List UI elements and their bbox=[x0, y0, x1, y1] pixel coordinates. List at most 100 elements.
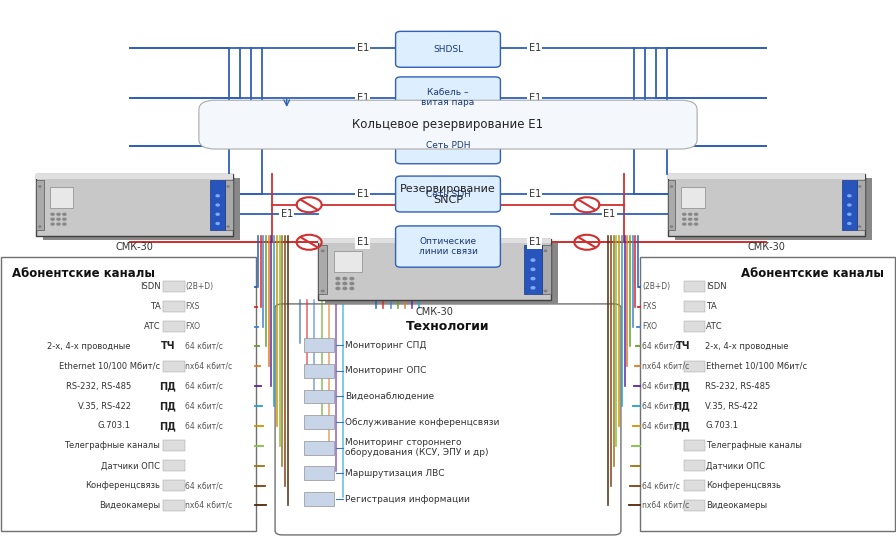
Text: ПД: ПД bbox=[159, 421, 176, 431]
Circle shape bbox=[216, 213, 220, 215]
Text: Видеокамеры: Видеокамеры bbox=[706, 501, 767, 510]
FancyBboxPatch shape bbox=[396, 77, 500, 118]
Circle shape bbox=[216, 195, 220, 197]
FancyBboxPatch shape bbox=[304, 466, 334, 480]
FancyBboxPatch shape bbox=[318, 239, 551, 300]
FancyBboxPatch shape bbox=[163, 480, 185, 491]
FancyBboxPatch shape bbox=[396, 176, 500, 212]
Circle shape bbox=[57, 223, 60, 225]
Circle shape bbox=[336, 278, 340, 280]
Text: Ethernet 10/100 Мбит/с: Ethernet 10/100 Мбит/с bbox=[706, 362, 807, 371]
Circle shape bbox=[350, 278, 354, 280]
FancyBboxPatch shape bbox=[684, 460, 705, 471]
FancyBboxPatch shape bbox=[163, 441, 185, 451]
Circle shape bbox=[689, 213, 692, 215]
FancyBboxPatch shape bbox=[304, 364, 334, 378]
FancyBboxPatch shape bbox=[36, 180, 44, 229]
Text: V.35, RS-422: V.35, RS-422 bbox=[705, 401, 758, 411]
Text: FXO: FXO bbox=[185, 322, 201, 331]
FancyBboxPatch shape bbox=[163, 460, 185, 471]
Text: Телеграфные каналы: Телеграфные каналы bbox=[65, 441, 160, 450]
FancyBboxPatch shape bbox=[163, 361, 185, 371]
Text: Кабель –
витая пара: Кабель – витая пара bbox=[421, 88, 475, 107]
Text: 2-х, 4-х проводные: 2-х, 4-х проводные bbox=[47, 342, 131, 351]
Text: Регистрация информации: Регистрация информации bbox=[345, 495, 470, 504]
Text: FXS: FXS bbox=[642, 302, 657, 311]
Circle shape bbox=[343, 278, 347, 280]
Text: ISDN: ISDN bbox=[140, 282, 160, 291]
FancyBboxPatch shape bbox=[684, 480, 705, 491]
Circle shape bbox=[51, 223, 54, 225]
Text: Обслуживание конференцсвязи: Обслуживание конференцсвязи bbox=[345, 418, 499, 427]
Circle shape bbox=[336, 282, 340, 285]
Text: СМК-30: СМК-30 bbox=[416, 307, 453, 317]
Circle shape bbox=[63, 213, 66, 215]
Text: СМК-30: СМК-30 bbox=[116, 242, 153, 252]
Text: E1: E1 bbox=[357, 93, 369, 102]
FancyBboxPatch shape bbox=[318, 244, 327, 294]
FancyBboxPatch shape bbox=[325, 243, 558, 304]
Text: АТС: АТС bbox=[143, 322, 160, 331]
Text: Конференцсвязь: Конференцсвязь bbox=[706, 481, 781, 490]
Text: Технологии: Технологии bbox=[406, 320, 490, 333]
FancyBboxPatch shape bbox=[842, 180, 857, 229]
Text: Видеокамеры: Видеокамеры bbox=[99, 501, 160, 510]
Text: Мониторинг стороннего
оборудования (КСУ, ЭПУ и др): Мониторинг стороннего оборудования (КСУ,… bbox=[345, 438, 488, 458]
Text: (2B+D): (2B+D) bbox=[185, 282, 213, 291]
FancyBboxPatch shape bbox=[1, 257, 256, 531]
FancyBboxPatch shape bbox=[684, 361, 705, 371]
Text: RS-232, RS-485: RS-232, RS-485 bbox=[705, 382, 771, 391]
Text: FXO: FXO bbox=[642, 322, 658, 331]
Circle shape bbox=[531, 278, 535, 280]
Text: 64 кбит/с: 64 кбит/с bbox=[642, 382, 680, 391]
Text: Кольцевое резервирование Е1: Кольцевое резервирование Е1 bbox=[352, 118, 544, 131]
FancyBboxPatch shape bbox=[275, 304, 621, 535]
Text: E1: E1 bbox=[357, 141, 369, 151]
FancyBboxPatch shape bbox=[225, 180, 233, 229]
FancyBboxPatch shape bbox=[396, 226, 500, 267]
Circle shape bbox=[51, 213, 54, 215]
Text: 64 кбит/с: 64 кбит/с bbox=[642, 342, 680, 351]
FancyBboxPatch shape bbox=[163, 301, 185, 312]
Circle shape bbox=[848, 213, 851, 215]
Text: ТЧ: ТЧ bbox=[676, 341, 690, 352]
Text: E1: E1 bbox=[357, 43, 369, 53]
Text: 64 кбит/с: 64 кбит/с bbox=[185, 342, 222, 351]
FancyBboxPatch shape bbox=[684, 500, 705, 511]
Text: Абонентские каналы: Абонентские каналы bbox=[741, 267, 884, 280]
Text: СМК-30: СМК-30 bbox=[747, 242, 785, 252]
Text: E1: E1 bbox=[357, 237, 369, 247]
FancyBboxPatch shape bbox=[396, 128, 500, 164]
FancyBboxPatch shape bbox=[36, 174, 233, 179]
FancyBboxPatch shape bbox=[43, 178, 240, 240]
FancyBboxPatch shape bbox=[163, 321, 185, 332]
Circle shape bbox=[848, 195, 851, 197]
Text: G.703.1: G.703.1 bbox=[705, 421, 738, 430]
FancyBboxPatch shape bbox=[163, 500, 185, 511]
Text: (2B+D): (2B+D) bbox=[642, 282, 670, 291]
Circle shape bbox=[51, 218, 54, 220]
Circle shape bbox=[848, 204, 851, 206]
Text: ТА: ТА bbox=[150, 302, 160, 311]
FancyBboxPatch shape bbox=[163, 281, 185, 292]
Text: Сеть PDH: Сеть PDH bbox=[426, 142, 470, 150]
FancyBboxPatch shape bbox=[668, 174, 865, 179]
FancyBboxPatch shape bbox=[684, 281, 705, 292]
FancyBboxPatch shape bbox=[199, 100, 697, 149]
FancyBboxPatch shape bbox=[304, 415, 334, 429]
Circle shape bbox=[694, 218, 698, 220]
Circle shape bbox=[531, 268, 535, 271]
Text: 64 кбит/с: 64 кбит/с bbox=[185, 401, 222, 411]
Text: Ethernet 10/100 Мбит/с: Ethernet 10/100 Мбит/с bbox=[59, 362, 160, 371]
FancyBboxPatch shape bbox=[857, 180, 865, 229]
Text: ПД: ПД bbox=[159, 401, 176, 411]
Text: SHDSL: SHDSL bbox=[433, 45, 463, 54]
Text: Конференцсвязь: Конференцсвязь bbox=[85, 481, 160, 490]
Text: Оптические
линии связи: Оптические линии связи bbox=[418, 237, 478, 256]
Text: E1: E1 bbox=[280, 210, 293, 219]
FancyBboxPatch shape bbox=[640, 257, 895, 531]
Circle shape bbox=[689, 223, 692, 225]
FancyBboxPatch shape bbox=[304, 338, 334, 352]
FancyBboxPatch shape bbox=[681, 187, 705, 208]
Text: ПД: ПД bbox=[673, 401, 690, 411]
